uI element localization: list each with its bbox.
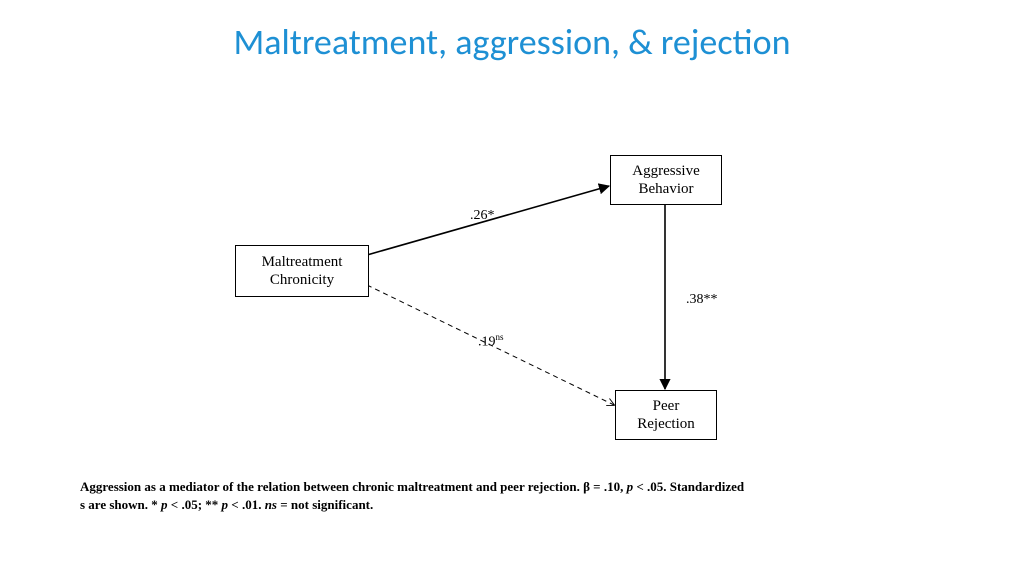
- node-label: Maltreatment: [262, 254, 343, 270]
- caption-text: Aggression as a mediator of the relation…: [80, 479, 627, 494]
- node-maltreatment: Maltreatment Chronicity: [235, 245, 369, 297]
- node-label: Behavior: [639, 181, 694, 197]
- edge-label-agg-peer: .38**: [686, 292, 718, 308]
- caption-ns: ns: [265, 497, 277, 512]
- node-label: Peer: [653, 398, 680, 414]
- caption-text: = not significant.: [277, 497, 373, 512]
- figure-caption: Aggression as a mediator of the relation…: [80, 478, 940, 513]
- node-label: Rejection: [637, 416, 694, 432]
- caption-text: < .05; **: [168, 497, 222, 512]
- node-peer: Peer Rejection: [615, 390, 717, 440]
- edge-label-mal-agg: .26*: [470, 208, 495, 224]
- slide: Maltreatment, aggression, & rejection Ma…: [0, 0, 1024, 576]
- caption-text: < .05. Standardized: [633, 479, 744, 494]
- edge-label-sup: ns: [496, 332, 504, 342]
- caption-text: < .01.: [228, 497, 265, 512]
- node-aggressive: Aggressive Behavior: [610, 155, 722, 205]
- page-title: Maltreatment, aggression, & rejection: [0, 20, 1024, 64]
- edge-label-text: .19: [478, 335, 496, 350]
- edge-label-mal-peer: .19ns: [478, 332, 504, 351]
- node-label: Chronicity: [270, 272, 334, 288]
- node-label: Aggressive: [632, 163, 700, 179]
- caption-text: s are shown. *: [80, 497, 161, 512]
